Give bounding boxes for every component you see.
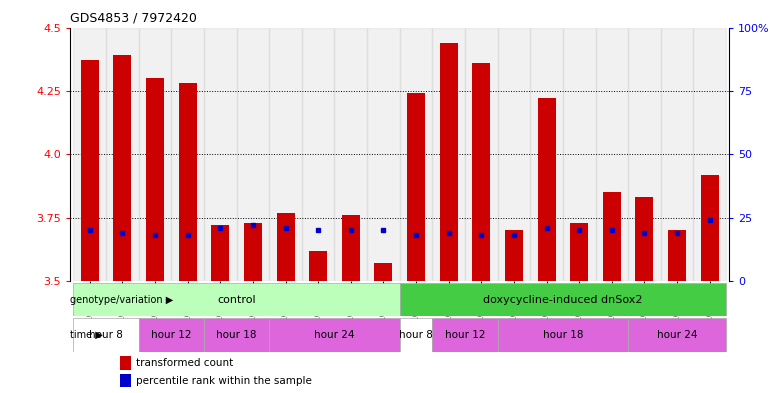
Bar [106,28,139,281]
Bar [407,94,425,281]
Bar [342,215,360,281]
Bar [570,223,588,281]
Bar [277,213,295,281]
Bar [244,223,262,281]
Bar [139,318,204,352]
Text: control: control [218,295,256,305]
Bar [73,318,139,352]
Bar [146,78,164,281]
Bar [204,318,269,352]
Bar [139,28,172,281]
Text: hour 24: hour 24 [657,330,697,340]
Bar [603,192,621,281]
Bar [498,28,530,281]
Bar [628,28,661,281]
Bar [81,61,99,281]
Bar [498,318,628,352]
Bar [473,63,491,281]
Bar [302,28,335,281]
Bar [563,28,595,281]
Text: GDS4853 / 7972420: GDS4853 / 7972420 [70,12,197,25]
Bar [693,28,726,281]
Bar [309,251,327,281]
Bar [465,28,498,281]
Text: transformed count: transformed count [136,358,233,368]
Text: time ▶: time ▶ [69,330,102,340]
Bar [440,43,458,281]
Bar [399,283,726,316]
Bar [628,318,726,352]
Bar [399,318,432,352]
Bar [73,283,399,316]
Bar [432,28,465,281]
Bar [636,197,654,281]
Bar [399,28,432,281]
Text: hour 8: hour 8 [89,330,123,340]
Bar [204,28,236,281]
Bar [73,28,106,281]
Bar [668,230,686,281]
Bar [505,230,523,281]
Text: doxycycline-induced dnSox2: doxycycline-induced dnSox2 [483,295,643,305]
Text: genotype/variation ▶: genotype/variation ▶ [69,295,173,305]
Text: hour 12: hour 12 [151,330,192,340]
Bar [172,28,204,281]
Bar [211,225,229,281]
Bar [432,318,498,352]
Bar [335,28,367,281]
Text: hour 18: hour 18 [543,330,583,340]
Text: hour 8: hour 8 [399,330,433,340]
Bar [537,99,555,281]
Bar [374,263,392,281]
Bar [236,28,269,281]
Bar [119,374,131,387]
Text: hour 24: hour 24 [314,330,355,340]
Bar [661,28,693,281]
Bar [595,28,628,281]
Bar [113,55,131,281]
Text: hour 12: hour 12 [445,330,485,340]
Bar [179,83,197,281]
Bar [119,356,131,369]
Text: hour 18: hour 18 [216,330,257,340]
Bar [269,28,302,281]
Bar [700,174,718,281]
Text: percentile rank within the sample: percentile rank within the sample [136,376,312,386]
Bar [530,28,563,281]
Bar [269,318,399,352]
Bar [367,28,399,281]
